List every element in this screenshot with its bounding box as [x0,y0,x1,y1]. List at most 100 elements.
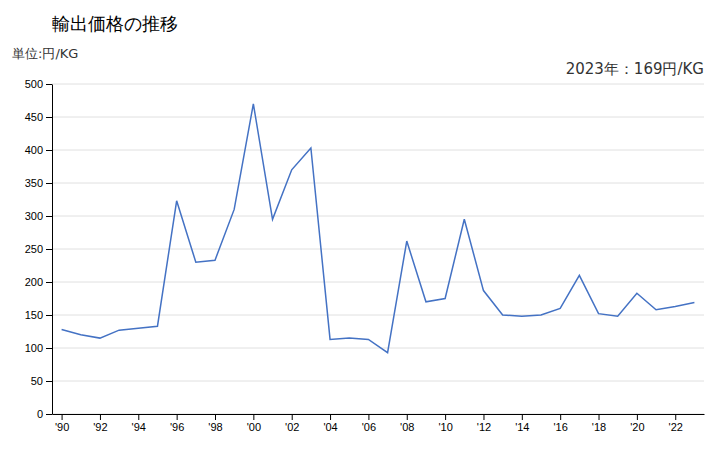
tick-mark [46,150,52,151]
tick-label: 100 [25,342,43,354]
tick-label: '08 [400,421,414,433]
tick-label: '96 [170,421,184,433]
y-axis-line [52,85,53,415]
tick-mark [46,414,52,415]
tick-mark [46,315,52,316]
tick-mark [46,249,52,250]
tick-label: '06 [362,421,376,433]
chart: '90 '92 '94 '96 '98 '00 '02 '04 '06 '08 '10 '12 '14 '… [0,0,728,450]
y-grid [52,84,704,414]
grid-line [52,282,704,283]
x-tick: '02 [285,414,299,433]
y-tick: 350 [25,177,52,189]
x-tick: '14 [515,414,529,433]
grid-line [52,381,704,382]
tick-mark [46,117,52,118]
x-tick: '92 [93,414,107,433]
x-tick: '98 [208,414,222,433]
tick-label: '22 [669,421,683,433]
tick-mark [522,414,523,420]
tick-label: 0 [37,408,43,420]
tick-label: 300 [25,210,43,222]
tick-label: 450 [25,111,43,123]
tick-label: '14 [515,421,529,433]
grid-line [52,117,704,118]
plot-area: '90 '92 '94 '96 '98 '00 '02 '04 '06 '08 '10 '12 '14 '… [25,78,705,433]
tick-mark [215,414,216,420]
y-axis-label: 単位:円/KG [12,46,78,61]
tick-mark [46,282,52,283]
tick-mark [46,183,52,184]
x-tick: '12 [477,414,491,433]
grid-line [52,150,704,151]
marks [62,104,695,353]
x-tick: '04 [323,414,337,433]
tick-mark [445,414,446,420]
tick-label: '18 [592,421,606,433]
tick-mark [138,414,139,420]
tick-mark [46,381,52,382]
x-tick: '90 [55,414,69,433]
grid-line [52,216,704,217]
y-tick: 100 [25,342,52,354]
tick-mark [599,414,600,420]
tick-label: 50 [31,375,43,387]
y-tick: 500 [25,78,52,90]
x-tick: '20 [630,414,644,433]
tick-label: 150 [25,309,43,321]
y-tick: 400 [25,144,52,156]
tick-mark [637,414,638,420]
x-tick: '22 [669,414,683,433]
tick-label: '90 [55,421,69,433]
y-tick: 450 [25,111,52,123]
tick-label: '94 [132,421,146,433]
tick-mark [292,414,293,420]
tick-mark [368,414,369,420]
tick-label: '20 [630,421,644,433]
grid-line [52,84,704,85]
tick-mark [330,414,331,420]
tick-label: '04 [323,421,337,433]
tick-mark [100,414,101,420]
tick-mark [46,84,52,85]
tick-label: '00 [247,421,261,433]
y-tick: 0 [37,408,52,420]
grid-line [52,183,704,184]
y-tick: 200 [25,276,52,288]
y-tick: 250 [25,243,52,255]
tick-label: '16 [554,421,568,433]
x-tick: '96 [170,414,184,433]
tick-mark [560,414,561,420]
y-tick: 150 [25,309,52,321]
title: 輸出価格の推移 [52,13,178,34]
x-tick: '18 [592,414,606,433]
tick-label: '02 [285,421,299,433]
tick-label: 350 [25,177,43,189]
tick-mark [177,414,178,420]
grid-line [52,414,704,415]
x-axis: '90 '92 '94 '96 '98 '00 '02 '04 '06 '08 '10 '12 '14 '… [53,414,705,433]
line [62,104,695,353]
tick-label: '12 [477,421,491,433]
tick-mark [483,414,484,420]
x-tick: '94 [132,414,146,433]
tick-label: '10 [438,421,452,433]
tick-label: '92 [93,421,107,433]
x-tick: '06 [362,414,376,433]
tick-label: '98 [208,421,222,433]
tick-mark [62,414,63,420]
x-tick: '10 [438,414,452,433]
y-tick: 300 [25,210,52,222]
tick-mark [407,414,408,420]
tick-label: 500 [25,78,43,90]
grid-line [52,348,704,349]
tick-mark [253,414,254,420]
tick-mark [46,348,52,349]
tick-mark [675,414,676,420]
tick-label: 200 [25,276,43,288]
x-axis-line [53,414,705,415]
x-tick: '00 [247,414,261,433]
x-tick: '16 [554,414,568,433]
y-tick: 50 [31,375,52,387]
tick-mark [46,216,52,217]
